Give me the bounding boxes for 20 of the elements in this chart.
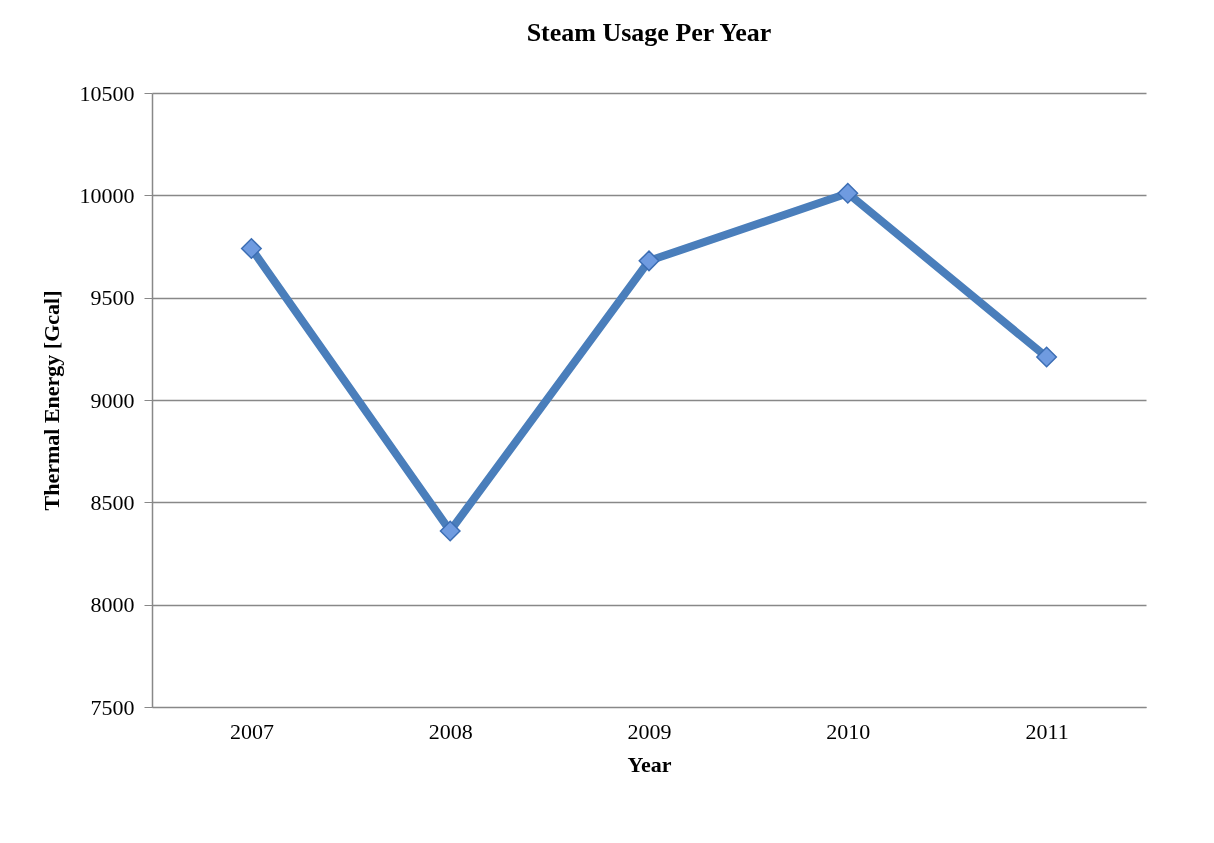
y-tick-label: 9500 — [90, 285, 135, 311]
point — [439, 520, 461, 542]
point — [837, 182, 859, 204]
y-tick-label: 10500 — [79, 80, 135, 106]
y-tick-label: 8500 — [90, 489, 135, 515]
x-tick-label: 2009 — [627, 718, 672, 744]
point — [1036, 346, 1058, 368]
x-tick-label: 2010 — [826, 718, 871, 744]
x-tick-label: 2007 — [229, 718, 274, 744]
point — [240, 238, 262, 260]
y-tick-label: 7500 — [90, 694, 135, 720]
y-tick-label: 10000 — [79, 182, 135, 208]
chart-title: Steam Usage Per Year — [526, 18, 772, 47]
x-tick-label: 2008 — [428, 718, 473, 744]
y-axis-title: Thermal Energy [Gcal] — [38, 290, 64, 511]
point — [638, 250, 660, 272]
y-tick-label: 8000 — [90, 592, 135, 618]
y-tick-label: 9000 — [90, 387, 135, 413]
x-axis-title: Year — [627, 751, 672, 777]
x-tick-label: 2011 — [1025, 718, 1069, 744]
